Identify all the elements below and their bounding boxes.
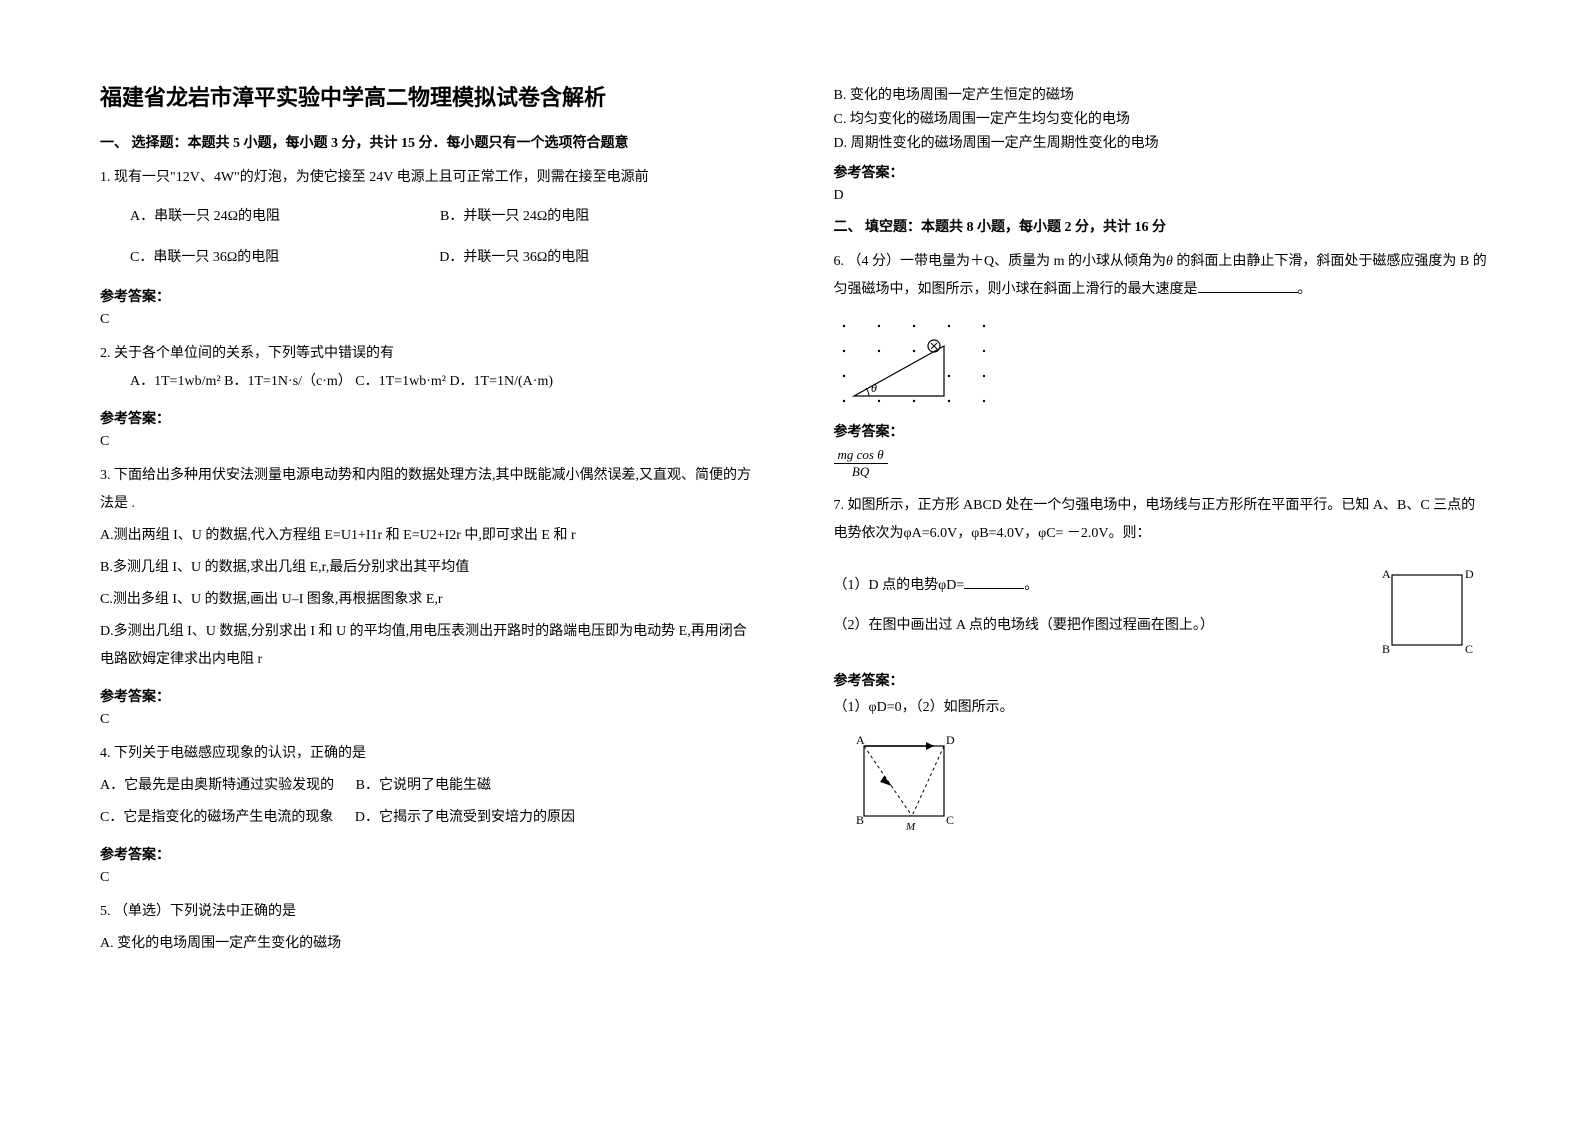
fraction-answer: mg cos θ BQ xyxy=(834,447,888,480)
incline-diagram: θ xyxy=(834,316,1014,406)
option-d: D.多测出几组 I、U 数据,分别求出 I 和 U 的平均值,用电压表测出开路时… xyxy=(100,618,754,674)
question-text: 7. 如图所示，正方形 ABCD 处在一个匀强电场中，电场线与正方形所在平面平行… xyxy=(834,492,1488,548)
option-a: A.测出两组 I、U 的数据,代入方程组 E=U1+I1r 和 E=U2+I2r… xyxy=(100,522,754,550)
square-abcd-diagram: A D B C xyxy=(1367,560,1487,660)
answer-value: C xyxy=(100,712,754,728)
label-d: D xyxy=(1465,567,1474,581)
section-1-header: 一、 选择题：本题共 5 小题，每小题 3 分，共计 15 分．每小题只有一个选… xyxy=(100,132,754,152)
sub2-text: （2）在图中画出过 A 点的电场线（要把作图过程画在图上。） xyxy=(834,612,1356,640)
question-3: 3. 下面给出多种用伏安法测量电源电动势和内阻的数据处理方法,其中既能减小偶然误… xyxy=(100,462,754,674)
option-b: B．它说明了电能生磁 xyxy=(356,778,491,793)
label-c: C xyxy=(946,813,954,827)
option-a: A．它最先是由奥斯特通过实验发现的 xyxy=(100,778,334,793)
angle-label: θ xyxy=(871,381,877,395)
answer-label: 参考答案： xyxy=(834,162,1488,182)
document-title: 福建省龙岩市漳平实验中学高二物理模拟试卷含解析 xyxy=(100,80,754,112)
answer-value: C xyxy=(100,312,754,328)
answer-label: 参考答案： xyxy=(100,686,754,706)
answer-label: 参考答案： xyxy=(100,408,754,428)
question-2: 2. 关于各个单位间的关系，下列等式中错误的有 A．1T=1wb/m² B．1T… xyxy=(100,340,754,396)
question-text: 2. 关于各个单位间的关系，下列等式中错误的有 xyxy=(100,340,754,368)
left-column: 福建省龙岩市漳平实验中学高二物理模拟试卷含解析 一、 选择题：本题共 5 小题，… xyxy=(100,80,754,970)
answer-label: 参考答案： xyxy=(100,286,754,306)
q7-sub-block: （1）D 点的电势φD= 。 （2）在图中画出过 A 点的电场线（要把作图过程画在… xyxy=(834,560,1488,660)
sub1-text-b: 。 xyxy=(1024,578,1038,593)
option-d: D．它揭示了电流受到安培力的原因 xyxy=(355,810,575,825)
question-text: 3. 下面给出多种用伏安法测量电源电动势和内阻的数据处理方法,其中既能减小偶然误… xyxy=(100,462,754,518)
fraction-numerator: mg cos θ xyxy=(834,447,888,464)
question-text: 4. 下列关于电磁感应现象的认识，正确的是 xyxy=(100,740,754,768)
option-c: C.测出多组 I、U 的数据,画出 U–I 图象,再根据图象求 E,r xyxy=(100,586,754,614)
answer-value: mg cos θ BQ xyxy=(834,447,1488,480)
fraction-denominator: BQ xyxy=(834,464,888,480)
question-text-part1: 6. （4 分）一带电量为＋Q、质量为 m 的小球从倾角为 xyxy=(834,254,1167,269)
label-c: C xyxy=(1465,642,1473,656)
question-text: 1. 现有一只"12V、4W"的灯泡，为使它接至 24V 电源上且可正常工作，则… xyxy=(100,164,754,192)
option-line: A．1T=1wb/m² B．1T=1N·s/（c·m） C．1T=1wb·m² … xyxy=(130,374,553,389)
label-b: B xyxy=(856,813,864,827)
option-c: C．它是指变化的磁场产生电流的现象 xyxy=(100,810,333,825)
section-2-header: 二、 填空题：本题共 8 小题，每小题 2 分，共计 16 分 xyxy=(834,216,1488,236)
option-b: B. 变化的电场周围一定产生恒定的磁场 xyxy=(834,84,1488,104)
label-a: A xyxy=(1382,567,1391,581)
option-c: C. 均匀变化的磁场周围一定产生均匀变化的电场 xyxy=(834,108,1488,128)
option-b: B．并联一只 24Ω的电阻 xyxy=(440,202,589,233)
blank-fill xyxy=(1198,279,1298,293)
question-text-part3: 。 xyxy=(1298,282,1312,297)
option-d: D. 周期性变化的磁场周围一定产生周期性变化的电场 xyxy=(834,132,1488,152)
question-7: 7. 如图所示，正方形 ABCD 处在一个匀强电场中，电场线与正方形所在平面平行… xyxy=(834,492,1488,548)
question-4: 4. 下列关于电磁感应现象的认识，正确的是 A．它最先是由奥斯特通过实验发现的 … xyxy=(100,740,754,832)
question-5: 5. （单选）下列说法中正确的是 A. 变化的电场周围一定产生变化的磁场 xyxy=(100,898,754,958)
question-1: 1. 现有一只"12V、4W"的灯泡，为使它接至 24V 电源上且可正常工作，则… xyxy=(100,164,754,274)
label-d: D xyxy=(946,733,955,747)
option-a: A. 变化的电场周围一定产生变化的磁场 xyxy=(100,930,754,958)
answer-value: C xyxy=(100,434,754,450)
question-6: 6. （4 分）一带电量为＋Q、质量为 m 的小球从倾角为θ 的斜面上由静止下滑… xyxy=(834,248,1488,304)
answer-label: 参考答案： xyxy=(100,844,754,864)
answer-value: C xyxy=(100,870,754,886)
q6-diagram: θ xyxy=(834,316,1488,411)
option-b: B.多测几组 I、U 的数据,求出几组 E,r,最后分别求出其平均值 xyxy=(100,554,754,582)
square-fieldline-diagram: A D B C M xyxy=(834,726,984,836)
label-b: B xyxy=(1382,642,1390,656)
question-text: 5. （单选）下列说法中正确的是 xyxy=(100,898,754,926)
blank-fill xyxy=(964,575,1024,589)
sub1-text-a: （1）D 点的电势φD= xyxy=(834,578,965,593)
q7-answer-diagram: A D B C M xyxy=(834,726,1488,841)
right-column: B. 变化的电场周围一定产生恒定的磁场 C. 均匀变化的磁场周围一定产生均匀变化… xyxy=(834,80,1488,970)
answer-label: 参考答案： xyxy=(834,670,1488,690)
option-c: C．串联一只 36Ω的电阻 xyxy=(130,243,279,274)
answer-label: 参考答案： xyxy=(834,421,1488,441)
label-m: M xyxy=(905,821,916,833)
label-a: A xyxy=(856,733,865,747)
option-d: D．并联一只 36Ω的电阻 xyxy=(439,243,589,274)
answer-value: D xyxy=(834,188,1488,204)
option-a: A．串联一只 24Ω的电阻 xyxy=(130,202,280,233)
answer-value: （1）φD=0，（2）如图所示。 xyxy=(834,696,1488,716)
exam-page: 福建省龙岩市漳平实验中学高二物理模拟试卷含解析 一、 选择题：本题共 5 小题，… xyxy=(100,80,1487,970)
